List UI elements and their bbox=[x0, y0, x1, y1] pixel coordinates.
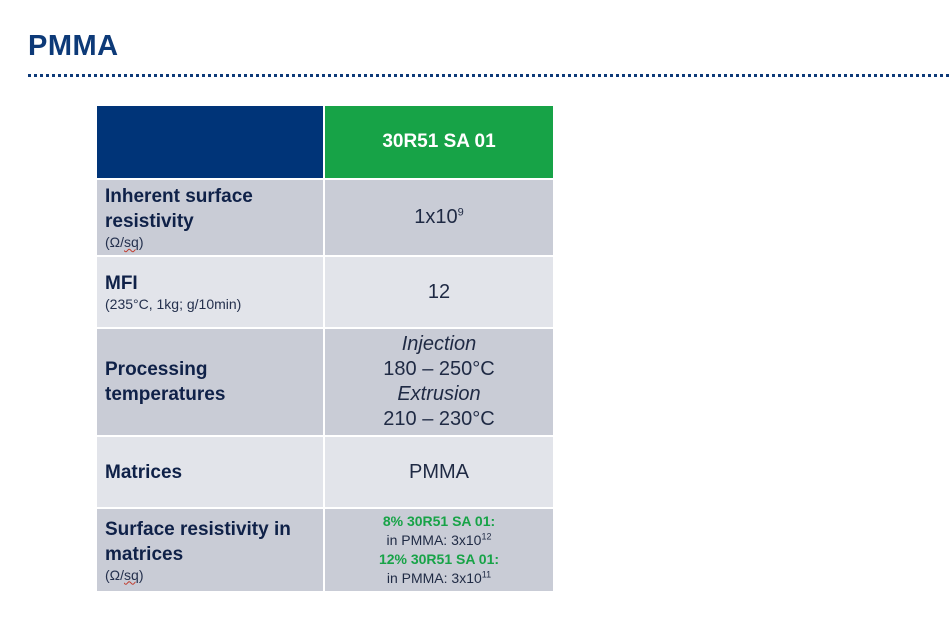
row-value-exponent: 9 bbox=[457, 206, 464, 219]
row-label-cell: MFI (235°C, 1kg; g/10min) bbox=[95, 255, 325, 329]
product-header: 30R51 SA 01 bbox=[323, 104, 555, 180]
row-label: Inherent surface resistivity bbox=[105, 186, 253, 232]
row-label: Processing bbox=[105, 359, 208, 380]
title-divider bbox=[28, 74, 949, 77]
injection-label: Injection bbox=[401, 333, 477, 355]
table-header-row: 30R51 SA 01 bbox=[95, 104, 555, 180]
row-unit: (235°C, 1kg; g/10min) bbox=[105, 296, 242, 312]
row-label-cell: Surface resistivity in matrices (Ω/sq) bbox=[95, 507, 325, 593]
row-unit: (Ω/sq) bbox=[105, 234, 144, 250]
row-value-cell: 1x109 bbox=[323, 178, 555, 257]
row-label-cell: Matrices bbox=[95, 435, 325, 509]
page-title: PMMA bbox=[28, 30, 119, 62]
resistivity-value: in PMMA: 3x1011 bbox=[386, 569, 492, 586]
table-row: Matrices PMMA bbox=[95, 435, 555, 509]
table-row: Surface resistivity in matrices (Ω/sq) 8… bbox=[95, 507, 555, 593]
row-label: temperatures bbox=[105, 384, 226, 405]
concentration-label: 8% 30R51 SA 01: bbox=[382, 513, 496, 529]
concentration-label: 12% 30R51 SA 01: bbox=[378, 551, 500, 567]
row-value-cell: 8% 30R51 SA 01: in PMMA: 3x1012 12% 30R5… bbox=[323, 507, 555, 593]
extrusion-range: 210 – 230°C bbox=[383, 408, 495, 430]
row-value: 1x10 bbox=[414, 206, 458, 228]
row-label-cell: Processing temperatures bbox=[95, 327, 325, 437]
extrusion-label: Extrusion bbox=[397, 383, 481, 405]
row-value: 12 bbox=[323, 255, 555, 329]
resistivity-value: in PMMA: 3x1012 bbox=[386, 531, 492, 548]
header-empty-cell bbox=[95, 104, 325, 180]
row-label-cell: Inherent surface resistivity (Ω/sq) bbox=[95, 178, 325, 257]
injection-range: 180 – 250°C bbox=[383, 358, 495, 380]
row-label: Surface resistivity in matrices bbox=[105, 518, 291, 565]
table-row: Inherent surface resistivity (Ω/sq) 1x10… bbox=[95, 178, 555, 257]
row-value: PMMA bbox=[323, 435, 555, 509]
table-row: Processing temperatures Injection 180 – … bbox=[95, 327, 555, 437]
table-row: MFI (235°C, 1kg; g/10min) 12 bbox=[95, 255, 555, 329]
properties-table: 30R51 SA 01 Inherent surface resistivity… bbox=[95, 104, 555, 593]
row-unit: (Ω/sq) bbox=[105, 566, 144, 583]
row-label: Matrices bbox=[105, 461, 183, 483]
row-label: MFI bbox=[105, 273, 138, 294]
row-value-cell: Injection 180 – 250°C Extrusion 210 – 23… bbox=[323, 327, 555, 437]
